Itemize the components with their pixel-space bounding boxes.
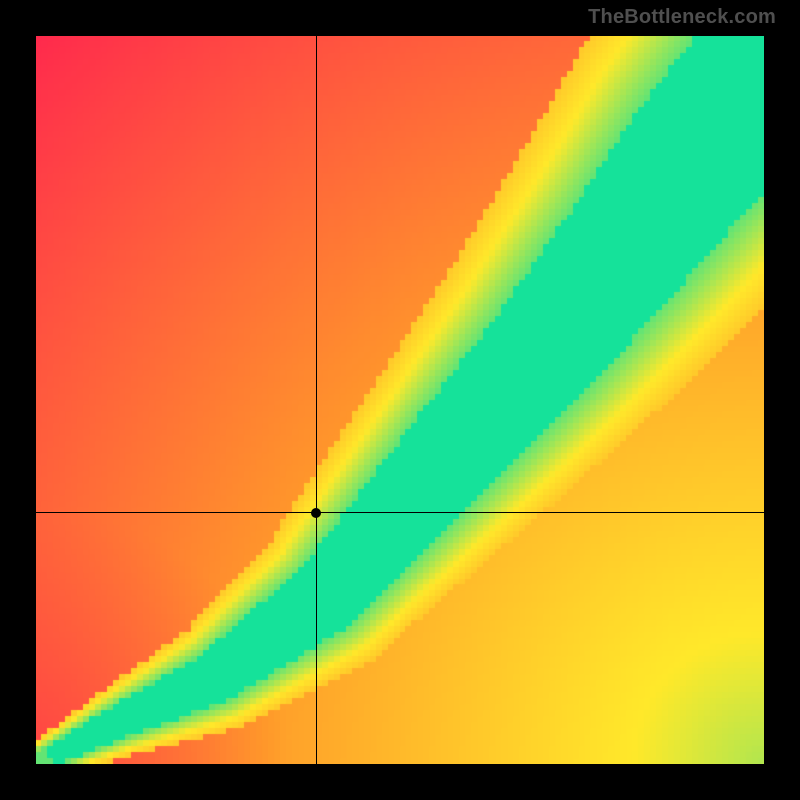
watermark-text: TheBottleneck.com (588, 6, 776, 29)
crosshair-vertical (316, 36, 317, 764)
crosshair-horizontal (36, 512, 764, 513)
heatmap-canvas (36, 36, 764, 764)
chart-container: TheBottleneck.com (0, 0, 800, 800)
